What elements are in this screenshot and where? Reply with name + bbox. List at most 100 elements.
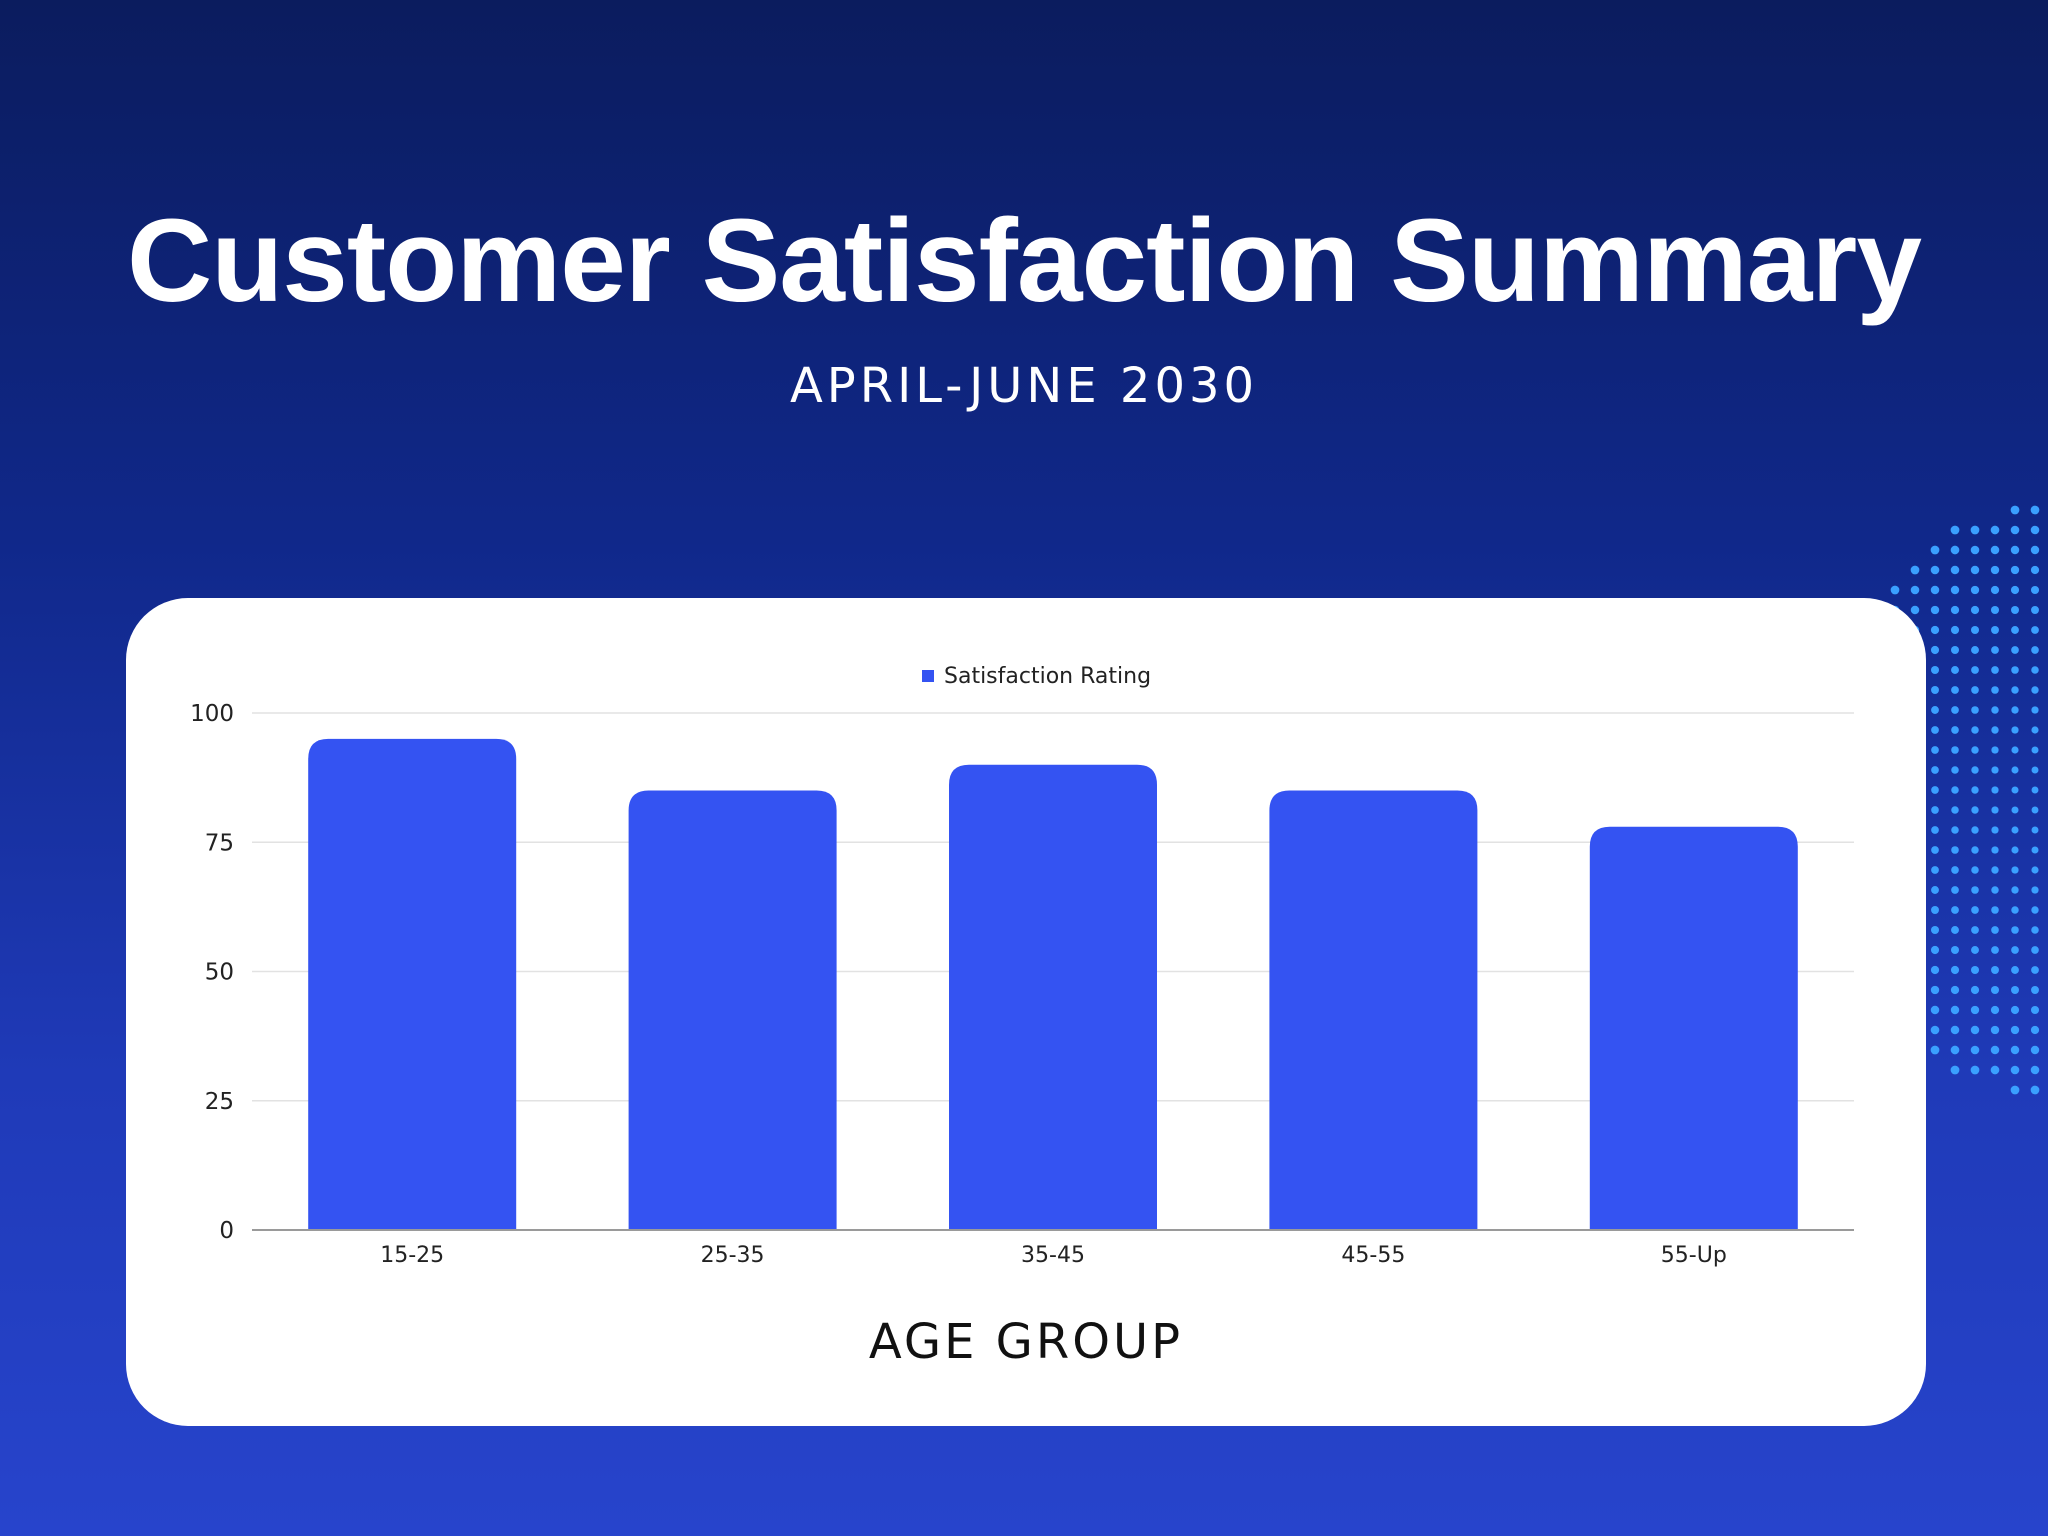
decor-dot bbox=[1990, 1005, 2000, 1015]
decor-dot bbox=[1990, 605, 2000, 615]
decor-dot bbox=[1991, 926, 1999, 934]
decor-dot bbox=[1971, 766, 1979, 774]
decor-dot bbox=[1931, 766, 1939, 774]
decor-dot bbox=[1991, 786, 1999, 794]
decor-dot bbox=[2011, 626, 2019, 634]
decor-dot bbox=[1970, 525, 1980, 535]
bar-chart: 0 25 50 75 100 15-25 25-35 35-45 45-55 55-Up Sat… bbox=[190, 664, 1854, 1370]
decor-dot bbox=[1930, 565, 1940, 575]
decor-dot bbox=[2031, 966, 2039, 974]
decor-dot bbox=[2031, 846, 2039, 854]
decor-dot bbox=[2031, 746, 2039, 754]
decor-dot bbox=[1990, 1045, 2000, 1055]
decor-dot bbox=[1970, 605, 1980, 615]
decor-dot bbox=[1930, 545, 1940, 555]
decor-dot bbox=[1931, 706, 1939, 714]
y-tick-label: 50 bbox=[205, 960, 234, 986]
y-axis-ticks: 0 25 50 75 100 bbox=[190, 701, 234, 1244]
decor-dot bbox=[1990, 545, 2000, 555]
decor-dot bbox=[2031, 706, 2039, 714]
decor-dot bbox=[1991, 666, 1999, 674]
page-title: Customer Satisfaction Summary bbox=[127, 195, 1922, 327]
decor-dot bbox=[1930, 645, 1940, 655]
decor-dot bbox=[1951, 926, 1959, 934]
decor-dot bbox=[2030, 1025, 2040, 1035]
decor-dot bbox=[1931, 726, 1939, 734]
decor-dot bbox=[2031, 786, 2039, 794]
decor-dot bbox=[1951, 726, 1959, 734]
decor-dot bbox=[2010, 1025, 2020, 1035]
decor-dot bbox=[1950, 625, 1960, 635]
y-tick-label: 25 bbox=[205, 1089, 234, 1115]
decor-dot bbox=[2011, 766, 2019, 774]
decor-dot bbox=[2011, 866, 2019, 874]
bar-25-35 bbox=[628, 790, 837, 1230]
decor-dot bbox=[1991, 726, 1999, 734]
decor-dot bbox=[1990, 1065, 2000, 1075]
decor-dot bbox=[2010, 985, 2020, 995]
decor-dot bbox=[1930, 965, 1940, 975]
decor-dot bbox=[1951, 886, 1959, 894]
decor-dot bbox=[2031, 666, 2039, 674]
decor-dot bbox=[1930, 665, 1940, 675]
decor-dot bbox=[1971, 746, 1979, 754]
decor-dot bbox=[1930, 1005, 1940, 1015]
decor-dot bbox=[1930, 925, 1940, 935]
decor-dot bbox=[1971, 826, 1979, 834]
decor-dot bbox=[2031, 806, 2039, 814]
decor-dot bbox=[1991, 626, 1999, 634]
decor-dot bbox=[2030, 565, 2040, 575]
bar-45-55 bbox=[1269, 790, 1478, 1230]
decor-dot bbox=[1951, 806, 1959, 814]
decor-dot bbox=[2011, 706, 2019, 714]
decor-dot bbox=[1970, 625, 1980, 635]
decor-dot bbox=[2030, 1045, 2040, 1055]
y-tick-label: 75 bbox=[205, 830, 234, 856]
decor-dot bbox=[1931, 686, 1939, 694]
decor-dot bbox=[1971, 926, 1979, 934]
decor-dot bbox=[2031, 646, 2039, 654]
decor-dot bbox=[2030, 585, 2040, 595]
decor-dot bbox=[1971, 706, 1979, 714]
decor-dot bbox=[1930, 985, 1940, 995]
decor-dot bbox=[1951, 786, 1959, 794]
decor-dot bbox=[2030, 1085, 2040, 1095]
decor-dot bbox=[2031, 626, 2039, 634]
decor-dot bbox=[1970, 585, 1980, 595]
decor-dot bbox=[2011, 906, 2019, 914]
decor-dot bbox=[1930, 945, 1940, 955]
decor-dot bbox=[1910, 605, 1920, 615]
decor-dot bbox=[2031, 986, 2039, 994]
decor-dot bbox=[1970, 1025, 1980, 1035]
decor-dot bbox=[2011, 846, 2019, 854]
legend-label: Satisfaction Rating bbox=[944, 664, 1151, 689]
chart-legend: Satisfaction Rating bbox=[922, 664, 1151, 689]
decor-dot bbox=[2010, 585, 2020, 595]
decor-dot bbox=[2030, 1065, 2040, 1075]
decor-dot bbox=[1971, 886, 1979, 894]
decor-dot bbox=[2031, 726, 2039, 734]
legend-swatch bbox=[922, 670, 934, 682]
x-category-label: 45-55 bbox=[1341, 1243, 1405, 1268]
decor-dot bbox=[1971, 666, 1979, 674]
decor-dot bbox=[1910, 565, 1920, 575]
decor-dot bbox=[2030, 545, 2040, 555]
decor-dot bbox=[1950, 585, 1960, 595]
decor-dot bbox=[1991, 686, 1999, 694]
decor-dot bbox=[2031, 826, 2039, 834]
decor-dot bbox=[2031, 926, 2039, 934]
decor-dot bbox=[2011, 966, 2019, 974]
x-axis-title: AGE GROUP bbox=[869, 1314, 1183, 1370]
decor-dot bbox=[1930, 1045, 1940, 1055]
decor-dot bbox=[1950, 525, 1960, 535]
decor-dot bbox=[1991, 846, 1999, 854]
decor-dot bbox=[1950, 965, 1960, 975]
decor-dot bbox=[1971, 906, 1979, 914]
decor-dot bbox=[1910, 585, 1920, 595]
decor-dot bbox=[1931, 746, 1939, 754]
decor-dot bbox=[1990, 565, 2000, 575]
decor-dot bbox=[2011, 786, 2019, 794]
decor-dot bbox=[2011, 946, 2019, 954]
decor-dot bbox=[1991, 946, 1999, 954]
decor-dot bbox=[2011, 886, 2019, 894]
